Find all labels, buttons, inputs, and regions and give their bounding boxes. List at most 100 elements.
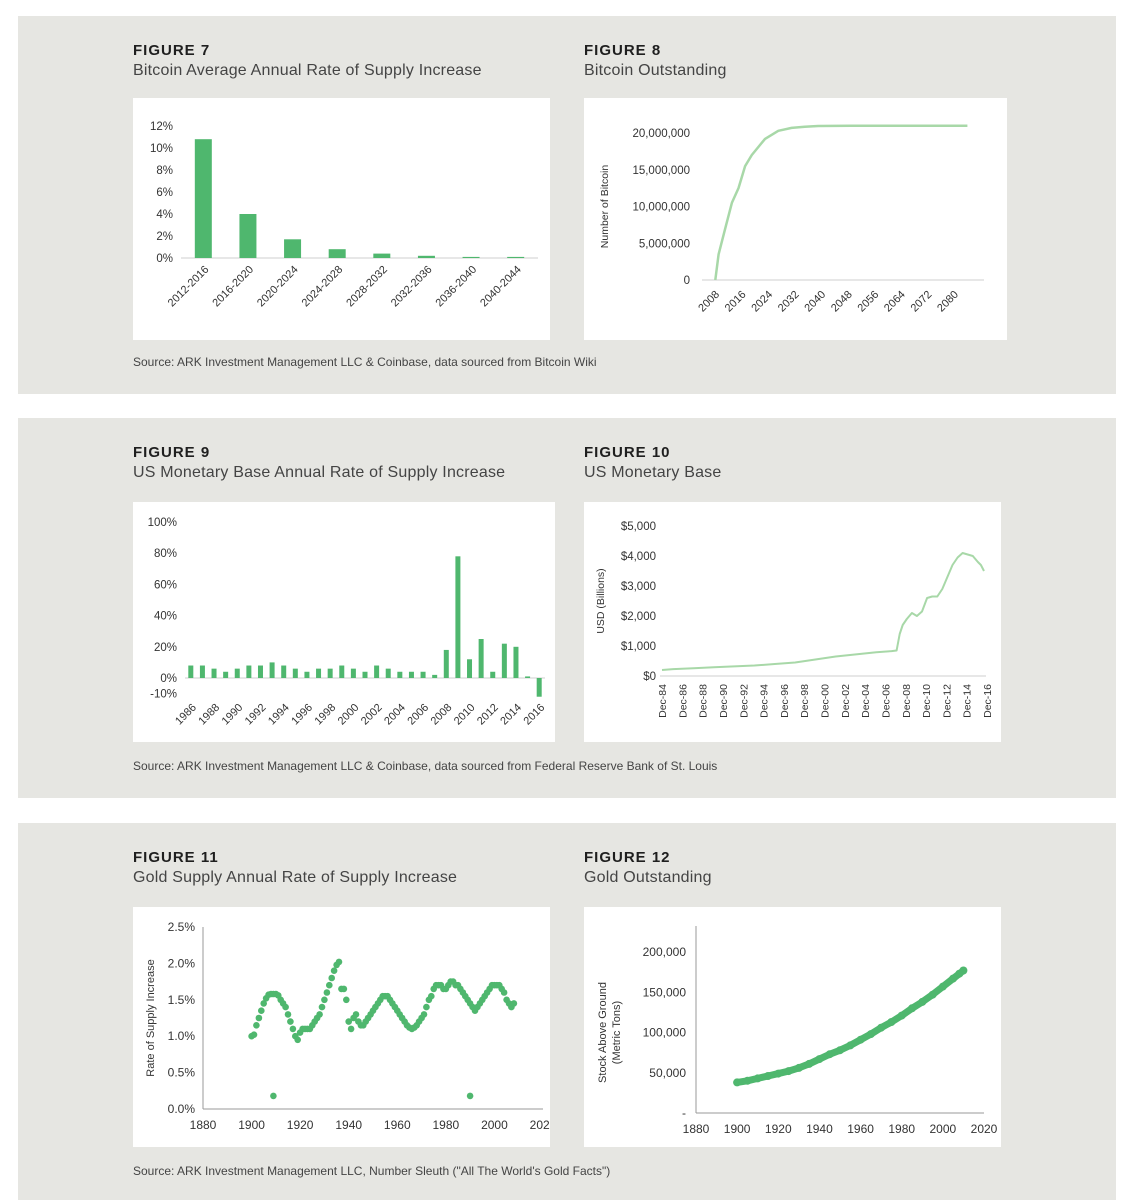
fig11-data-point xyxy=(294,1036,301,1044)
fig9-ytick-label: 0% xyxy=(160,673,177,685)
fig7-bar xyxy=(507,256,525,258)
figure-8-title: Bitcoin Outstanding xyxy=(584,62,727,79)
fig9-bar xyxy=(536,678,542,697)
fig11-data-point xyxy=(328,974,335,982)
fig9-bar xyxy=(199,665,205,678)
figure-7-chart-card: 0% 2% 4% 6% 8% 10% 12% 2012-2016 2016-2020 2020-2… xyxy=(133,98,550,340)
fig9-bar xyxy=(316,668,322,678)
fig10-x-tick-label: Dec-02 xyxy=(840,684,852,718)
fig9-x-tick-label: 2006 xyxy=(405,702,431,728)
fig11-data-point xyxy=(250,1031,258,1038)
fig10-x-tick-label: Dec-98 xyxy=(799,684,811,718)
fig9-bar xyxy=(397,671,403,678)
fig8-x-tick-label: 2080 xyxy=(935,289,961,315)
fig11-data-point xyxy=(428,992,435,1000)
figure-12-chart: - 50,000 100,000 150,000 200,000 1880 1900 1920… xyxy=(597,926,998,1136)
fig11-data-point xyxy=(326,981,333,989)
fig9-x-tick-label: 1988 xyxy=(196,702,222,728)
fig10-ytick-label: $0 xyxy=(643,671,656,683)
fig7-bar xyxy=(417,255,435,258)
fig11-ytick-label: 0.0% xyxy=(168,1102,196,1116)
fig9-ytick-label: 40% xyxy=(154,611,177,623)
fig8-x-tick-label: 2008 xyxy=(696,289,722,315)
fig7-x-tick-label: 2016-2020 xyxy=(210,264,256,310)
fig8-y-axis-label: Number of Bitcoin xyxy=(599,165,611,249)
figure-12-chart-card: - 50,000 100,000 150,000 200,000 1880 1900 1920… xyxy=(584,907,1001,1147)
fig7-x-tick-label: 2040-2044 xyxy=(478,264,524,310)
fig8-x-tick-label: 2072 xyxy=(909,289,935,315)
fig9-bar xyxy=(350,668,356,678)
fig10-ytick-label: $4,000 xyxy=(621,551,656,563)
fig9-ytick-label: 60% xyxy=(154,579,177,591)
figure-11-chart: 0.0% 0.5% 1.0% 1.5% 2.0% 2.5% 1880 1900 1920 1940… xyxy=(145,920,550,1132)
panel-2-source: Source: ARK Investment Management LLC & … xyxy=(133,759,718,773)
fig10-x-tick-label: Dec-92 xyxy=(738,684,750,718)
fig12-ytick-label: - xyxy=(682,1106,686,1120)
fig8-ytick-label: 20,000,000 xyxy=(632,128,690,140)
figure-10-chart-card: $0 $1,000 $2,000 $3,000 $4,000 $5,000 Dec-84 De… xyxy=(584,502,1001,742)
figure-10-chart: $0 $1,000 $2,000 $3,000 $4,000 $5,000 Dec-84 De… xyxy=(595,521,994,718)
fig7-ytick-label: 6% xyxy=(156,187,173,199)
fig7-x-tick-label: 2012-2016 xyxy=(166,264,212,310)
fig11-x-tick-label: 2000 xyxy=(481,1118,508,1132)
figure-11-title: Gold Supply Annual Rate of Supply Increa… xyxy=(133,869,458,886)
fig11-x-tick-label: 1980 xyxy=(433,1118,460,1132)
fig8-x-tick-label: 2016 xyxy=(723,289,749,315)
fig11-data-point xyxy=(282,1003,289,1011)
fig9-x-tick-label: 1996 xyxy=(289,702,315,728)
fig11-data-point xyxy=(323,989,331,996)
fig8-series-line xyxy=(714,124,968,281)
figure-10-title: US Monetary Base xyxy=(584,464,722,481)
fig11-data-point xyxy=(500,989,508,996)
fig10-x-tick-label: Dec-14 xyxy=(962,684,974,718)
fig10-ytick-label: $3,000 xyxy=(621,581,656,593)
fig11-data-point xyxy=(255,1014,263,1022)
fig10-x-tick-label: Dec-08 xyxy=(901,684,913,718)
fig7-x-tick-label: 2028-2032 xyxy=(344,264,390,310)
fig9-x-tick-label: 2016 xyxy=(522,702,548,728)
fig11-x-tick-label: 1900 xyxy=(238,1118,265,1132)
fig12-ytick-label: 150,000 xyxy=(643,985,687,999)
fig9-x-tick-label: 2008 xyxy=(429,702,455,728)
figure-10-number: FIGURE 10 xyxy=(584,444,671,461)
fig10-y-axis-label: USD (Billions) xyxy=(595,568,607,633)
figure-8-chart: 0 5,000,000 10,000,000 15,000,000 20,000,000… xyxy=(599,124,984,315)
fig9-bar xyxy=(257,665,263,678)
fig12-x-tick-label: 2000 xyxy=(930,1122,957,1136)
fig9-bar xyxy=(478,639,484,678)
fig7-ytick-label: 10% xyxy=(150,143,173,155)
fig11-data-point xyxy=(345,1018,352,1025)
figure-11-number: FIGURE 11 xyxy=(133,849,219,866)
fig11-x-tick-label: 2020 xyxy=(530,1118,550,1132)
fig7-x-tick-label: 2020-2024 xyxy=(255,264,301,310)
fig9-bar xyxy=(362,671,368,678)
fig8-x-tick-label: 2048 xyxy=(829,289,855,315)
fig9-x-tick-label: 2000 xyxy=(336,702,362,728)
fig12-x-tick-label: 1920 xyxy=(765,1122,792,1136)
fig10-x-tick-label: Dec-12 xyxy=(941,684,953,718)
fig9-x-tick-label: 1994 xyxy=(266,702,292,728)
panel-gold: FIGURE 11 Gold Supply Annual Rate of Sup… xyxy=(18,823,1116,1200)
figure-8-number: FIGURE 8 xyxy=(584,42,662,59)
fig9-bar xyxy=(304,671,310,678)
figure-11-chart-card: 0.0% 0.5% 1.0% 1.5% 2.0% 2.5% 1880 1900 1920 1940… xyxy=(133,907,550,1147)
fig7-bar xyxy=(462,256,480,258)
fig9-bar xyxy=(234,668,240,678)
figure-7-number: FIGURE 7 xyxy=(133,42,211,59)
fig11-data-point xyxy=(343,996,350,1004)
fig12-x-tick-label: 1940 xyxy=(806,1122,833,1136)
fig9-x-tick-label: 1990 xyxy=(220,702,246,728)
fig10-series-line xyxy=(661,552,985,671)
fig7-ytick-label: 8% xyxy=(156,165,173,177)
panel-1-source: Source: ARK Investment Management LLC & … xyxy=(133,355,597,369)
fig10-x-tick-label: Dec-16 xyxy=(982,684,994,718)
fig11-data-point xyxy=(330,967,338,974)
figure-7-chart: 0% 2% 4% 6% 8% 10% 12% 2012-20162016-20202020-2… xyxy=(150,121,538,310)
figure-9-chart: -10%0%20%40%60%80%100%198619881990199219… xyxy=(148,517,548,728)
fig11-ytick-label: 2.5% xyxy=(168,920,196,934)
fig11-data-point xyxy=(270,1092,277,1100)
fig9-x-tick-label: 2002 xyxy=(359,702,385,728)
fig7-bar xyxy=(284,239,302,258)
fig8-ytick-label: 0 xyxy=(684,275,690,287)
fig10-x-tick-label: Dec-84 xyxy=(657,684,669,718)
